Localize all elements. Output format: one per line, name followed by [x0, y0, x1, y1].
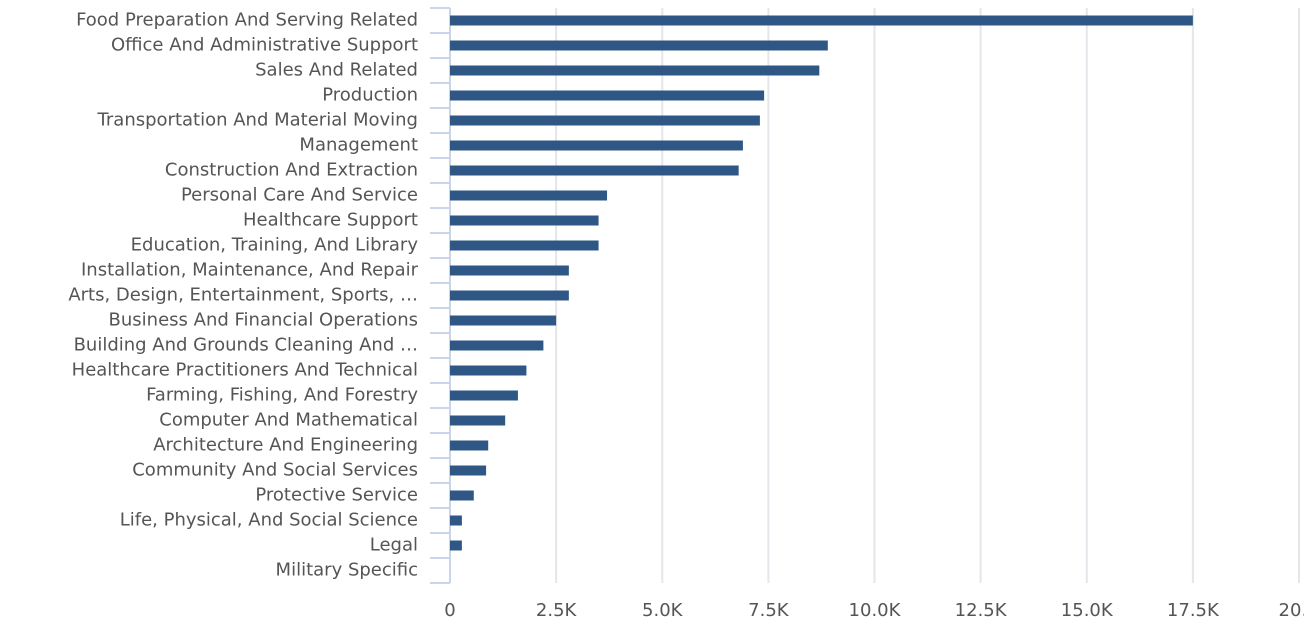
x-tick-label: 12.5K — [955, 600, 1008, 621]
bar — [450, 265, 569, 276]
y-tick-label: Management — [299, 135, 418, 156]
bar — [450, 240, 599, 251]
y-tick-label: Computer And Mathematical — [159, 410, 418, 431]
y-tick-label: Construction And Extraction — [165, 160, 418, 181]
bar — [450, 115, 760, 126]
bar — [450, 490, 474, 501]
bar — [450, 515, 462, 526]
x-tick-label: 20… — [1279, 600, 1304, 621]
y-tick-label: Office And Administrative Support — [111, 35, 418, 56]
y-tick-label: Transportation And Material Moving — [97, 110, 418, 131]
y-tick-label: Architecture And Engineering — [153, 435, 418, 456]
bar — [450, 190, 608, 201]
x-tick-label: 7.5K — [748, 600, 790, 621]
y-tick-label: Life, Physical, And Social Science — [120, 510, 418, 531]
x-tick-label: 2.5K — [536, 600, 578, 621]
bar — [450, 340, 544, 351]
y-tick-label: Farming, Fishing, And Forestry — [146, 385, 418, 406]
y-tick-label: Legal — [370, 535, 418, 556]
bar — [450, 215, 599, 226]
bar — [450, 90, 765, 101]
bar — [450, 290, 569, 301]
x-tick-label: 15.0K — [1061, 600, 1114, 621]
bar — [450, 140, 743, 151]
bar — [450, 440, 489, 451]
y-tick-label: Protective Service — [255, 485, 418, 506]
bar — [450, 15, 1193, 26]
bar — [450, 65, 820, 76]
x-tick-label: 10.0K — [849, 600, 902, 621]
y-tick-label: Community And Social Services — [132, 460, 418, 481]
y-tick-label: Healthcare Practitioners And Technical — [72, 360, 418, 381]
x-tick-label: 5.0K — [642, 600, 684, 621]
y-tick-label: Personal Care And Service — [181, 185, 418, 206]
bar — [450, 315, 557, 326]
bar — [450, 465, 487, 476]
bar — [450, 40, 828, 51]
y-tick-label: Food Preparation And Serving Related — [76, 10, 418, 31]
x-tick-label: 0 — [444, 600, 455, 621]
bar — [450, 415, 506, 426]
y-tick-label: Building And Grounds Cleaning And … — [74, 335, 418, 356]
y-tick-label: Arts, Design, Entertainment, Sports, … — [68, 285, 418, 306]
y-tick-label: Installation, Maintenance, And Repair — [81, 260, 419, 281]
y-tick-label: Production — [322, 85, 418, 106]
bar — [450, 390, 518, 401]
bar — [450, 365, 527, 376]
y-tick-label: Healthcare Support — [243, 210, 418, 231]
y-tick-label: Military Specific — [276, 560, 418, 581]
bar — [450, 165, 739, 176]
y-tick-label: Business And Financial Operations — [109, 310, 418, 331]
y-tick-label: Sales And Related — [255, 60, 418, 81]
y-tick-label: Education, Training, And Library — [131, 235, 419, 256]
x-tick-label: 17.5K — [1167, 600, 1220, 621]
bar — [450, 540, 462, 551]
